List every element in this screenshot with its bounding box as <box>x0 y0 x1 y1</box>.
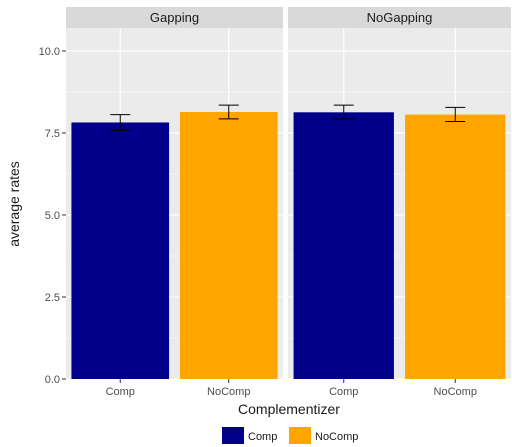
facet-strip-label: NoGapping <box>367 10 433 25</box>
y-tick-label: 2.5 <box>45 292 60 304</box>
x-tick-label: NoComp <box>207 386 250 398</box>
error-bar-nogapping-comp <box>333 104 354 120</box>
bar-gapping-comp <box>71 122 170 380</box>
error-bar-gapping-nocomp <box>218 104 239 120</box>
y-tick-label: 0.0 <box>45 374 60 386</box>
legend-label: Comp <box>248 431 277 443</box>
facet-strip <box>66 7 283 28</box>
x-tick-label: Comp <box>329 386 358 398</box>
legend-item-nocomp: NoComp <box>289 427 358 444</box>
facet-strip <box>288 7 511 28</box>
facet-panel-nogapping: NoGapping <box>288 7 511 380</box>
legend-key <box>289 427 311 444</box>
y-axis: 0.0 2.5 5.0 7.5 10.0 <box>39 46 66 386</box>
facet-panels: Gapping NoGapping <box>66 7 511 380</box>
legend-label: NoComp <box>315 431 358 443</box>
x-axis-title: Complementizer <box>238 401 340 417</box>
legend-key <box>222 427 244 444</box>
facet-panel-gapping: Gapping <box>66 7 283 380</box>
error-bar-nogapping-nocomp <box>445 106 466 122</box>
x-axis: Comp NoComp Comp NoComp <box>106 379 477 398</box>
y-axis-title: average rates <box>6 161 22 247</box>
legend: Comp NoComp <box>222 427 358 444</box>
error-bar-gapping-comp <box>110 114 131 131</box>
bar-nogapping-comp <box>293 112 394 380</box>
x-tick-label: NoComp <box>434 386 477 398</box>
bar-nogapping-nocomp <box>405 114 506 379</box>
y-tick-label: 5.0 <box>45 210 60 222</box>
x-tick-label: Comp <box>106 386 135 398</box>
y-tick-label: 10.0 <box>39 46 60 58</box>
legend-item-comp: Comp <box>222 427 277 444</box>
bar-gapping-nocomp <box>179 111 278 379</box>
facet-strip-label: Gapping <box>150 10 199 25</box>
y-tick-label: 7.5 <box>45 128 60 140</box>
